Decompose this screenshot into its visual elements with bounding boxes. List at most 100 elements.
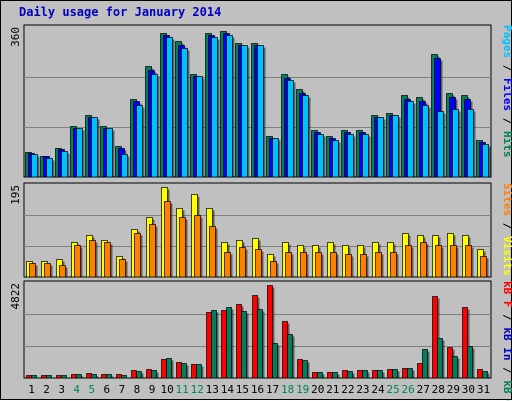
bar-kb-out-18 xyxy=(287,334,293,379)
legend-entry-1-5: Hits xyxy=(501,131,512,158)
bar-pages-11 xyxy=(181,48,188,178)
bar-kb-f-2 xyxy=(41,375,47,379)
bar-sites-7 xyxy=(119,259,126,278)
bar-sites-19 xyxy=(300,252,307,278)
bar-pages-5 xyxy=(91,117,98,178)
bar-sites-4 xyxy=(74,245,81,278)
x-tick-label-18: 18 xyxy=(281,383,294,396)
x-tick-label-21: 21 xyxy=(326,383,339,396)
bar-pages-4 xyxy=(76,128,83,178)
x-tick-label-22: 22 xyxy=(341,383,354,396)
bar-kb-f-7 xyxy=(116,374,122,379)
bar-sites-24 xyxy=(375,252,382,278)
bar-kb-out-6 xyxy=(106,374,112,379)
bar-sites-28 xyxy=(435,245,442,278)
bar-pages-13 xyxy=(211,37,218,178)
x-tick-label-20: 20 xyxy=(311,383,324,396)
bar-sites-6 xyxy=(104,242,111,278)
bar-pages-30 xyxy=(467,109,474,178)
bar-kb-out-13 xyxy=(211,310,217,379)
bar-pages-16 xyxy=(257,45,264,178)
bar-sites-20 xyxy=(315,252,322,278)
x-tick-label-8: 8 xyxy=(134,383,141,396)
x-tick-label-23: 23 xyxy=(356,383,369,396)
legend-entry-3-3: kB In xyxy=(501,327,512,360)
bar-sites-26 xyxy=(405,245,412,278)
bar-pages-14 xyxy=(226,35,233,178)
bar-kb-out-2 xyxy=(46,375,52,379)
bar-kb-f-21 xyxy=(327,372,333,379)
bar-pages-7 xyxy=(121,154,128,178)
panel-3-ymax-label: 4822 xyxy=(9,283,22,310)
legend-entry-3-5: kB Out xyxy=(501,380,512,401)
x-tick-label-9: 9 xyxy=(149,383,156,396)
bar-sites-9 xyxy=(149,224,156,278)
x-tick-label-13: 13 xyxy=(206,383,219,396)
legend-entry-3-2: / xyxy=(501,308,512,328)
legend-entry-1-4: / xyxy=(501,111,512,131)
bar-pages-31 xyxy=(482,144,489,178)
bar-kb-f-19 xyxy=(297,359,303,379)
bar-kb-f-22 xyxy=(342,370,348,379)
bar-sites-31 xyxy=(480,256,487,278)
bar-kb-out-26 xyxy=(407,368,413,379)
bar-pages-28 xyxy=(437,111,444,178)
x-tick-label-1: 1 xyxy=(28,383,35,396)
bar-kb-f-1 xyxy=(26,375,32,379)
bar-sites-15 xyxy=(239,247,246,278)
bar-kb-out-15 xyxy=(241,311,247,379)
bar-kb-out-23 xyxy=(362,370,368,379)
bar-kb-f-5 xyxy=(86,373,92,379)
bar-kb-f-6 xyxy=(101,374,107,379)
x-tick-label-14: 14 xyxy=(221,383,235,396)
bar-sites-29 xyxy=(450,245,457,278)
bar-kb-out-4 xyxy=(76,374,82,379)
bar-pages-23 xyxy=(362,134,369,178)
legend-entry-2-2: / xyxy=(501,216,512,236)
x-tick-label-3: 3 xyxy=(58,383,65,396)
bar-kb-out-8 xyxy=(136,371,142,379)
x-tick-label-2: 2 xyxy=(43,383,50,396)
bar-pages-29 xyxy=(452,109,459,178)
bar-kb-f-31 xyxy=(477,369,483,379)
x-tick-label-12: 12 xyxy=(191,383,204,396)
bar-kb-f-3 xyxy=(56,375,62,379)
bar-pages-21 xyxy=(332,140,339,178)
bar-pages-2 xyxy=(46,158,53,178)
bar-kb-out-5 xyxy=(91,374,97,379)
bar-kb-out-19 xyxy=(302,360,308,379)
bar-kb-out-24 xyxy=(377,370,383,379)
legend-entry-3-1: kB F xyxy=(501,281,512,308)
bar-sites-1 xyxy=(29,263,36,278)
bar-kb-f-8 xyxy=(131,370,137,379)
bar-kb-f-14 xyxy=(221,310,227,379)
bar-kb-f-18 xyxy=(282,321,288,379)
bar-kb-f-25 xyxy=(387,369,393,379)
bar-kb-out-28 xyxy=(437,338,443,379)
bar-sites-13 xyxy=(209,226,216,278)
bar-kb-out-1 xyxy=(31,375,37,379)
bar-pages-19 xyxy=(302,95,309,178)
bar-sites-22 xyxy=(345,254,352,278)
x-tick-label-11: 11 xyxy=(176,383,189,396)
bar-pages-27 xyxy=(422,105,429,178)
bar-pages-6 xyxy=(106,128,113,178)
bar-kb-f-11 xyxy=(176,362,182,379)
bar-pages-25 xyxy=(392,115,399,178)
bar-sites-16 xyxy=(255,249,262,278)
bar-kb-f-12 xyxy=(191,364,197,379)
bar-kb-out-31 xyxy=(482,371,488,379)
bar-kb-f-23 xyxy=(357,370,363,379)
x-tick-label-24: 24 xyxy=(371,383,385,396)
bar-kb-f-20 xyxy=(312,372,318,379)
legend-entry-1-1: Pages xyxy=(501,25,512,58)
bar-sites-2 xyxy=(44,263,51,278)
bar-kb-f-29 xyxy=(447,347,453,379)
x-tick-label-28: 28 xyxy=(432,383,445,396)
bar-sites-23 xyxy=(360,254,367,278)
x-tick-label-16: 16 xyxy=(251,383,264,396)
x-tick-label-10: 10 xyxy=(160,383,173,396)
x-tick-label-30: 30 xyxy=(462,383,475,396)
bar-kb-out-16 xyxy=(257,309,263,379)
